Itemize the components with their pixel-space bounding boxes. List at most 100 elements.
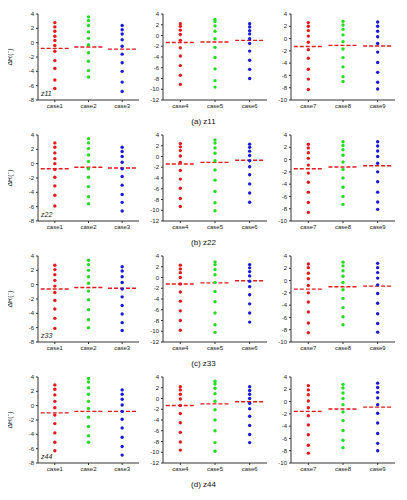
svg-text:-4: -4 (29, 431, 35, 437)
svg-text:case4: case4 (172, 466, 189, 472)
svg-text:0: 0 (31, 403, 35, 409)
svg-text:0: 0 (284, 36, 288, 42)
svg-text:-10: -10 (278, 97, 287, 103)
svg-text:-4: -4 (29, 310, 35, 316)
svg-text:-4: -4 (282, 181, 288, 187)
svg-text:-4: -4 (154, 417, 160, 423)
svg-text:case2: case2 (80, 103, 97, 109)
svg-text:-6: -6 (282, 73, 288, 79)
svg-text:case6: case6 (242, 103, 259, 109)
svg-text:case9: case9 (370, 466, 387, 472)
svg-text:0: 0 (156, 154, 160, 160)
svg-text:case8: case8 (335, 103, 352, 109)
svg-text:-2: -2 (154, 285, 160, 291)
svg-text:-8: -8 (154, 197, 160, 203)
svg-text:-6: -6 (29, 446, 35, 452)
svg-text:ΔR(°): ΔR(°) (8, 48, 14, 65)
svg-text:2: 2 (284, 265, 288, 271)
svg-text:0: 0 (284, 278, 288, 284)
svg-text:-4: -4 (154, 175, 160, 181)
svg-text:case1: case1 (47, 224, 64, 230)
svg-text:0: 0 (31, 161, 35, 167)
svg-text:-6: -6 (154, 307, 160, 313)
svg-text:-4: -4 (282, 302, 288, 308)
svg-text:-8: -8 (282, 206, 288, 212)
svg-text:case4: case4 (172, 345, 189, 351)
svg-text:-6: -6 (154, 186, 160, 192)
svg-text:case8: case8 (335, 466, 352, 472)
svg-text:-10: -10 (150, 328, 159, 334)
svg-text:-10: -10 (150, 449, 159, 455)
svg-text:case5: case5 (207, 466, 224, 472)
svg-text:-2: -2 (282, 290, 288, 296)
svg-text:-6: -6 (282, 315, 288, 321)
svg-text:2: 2 (284, 23, 288, 29)
svg-text:case8: case8 (335, 224, 352, 230)
svg-text:4: 4 (156, 374, 160, 380)
svg-text:2: 2 (284, 386, 288, 392)
svg-text:0: 0 (31, 282, 35, 288)
svg-text:-4: -4 (282, 423, 288, 429)
svg-text:-2: -2 (29, 54, 35, 60)
svg-text:case7: case7 (300, 345, 317, 351)
svg-text:2: 2 (284, 144, 288, 150)
svg-text:4: 4 (156, 253, 160, 259)
svg-text:-8: -8 (282, 448, 288, 454)
svg-text:-10: -10 (150, 86, 159, 92)
svg-text:4: 4 (156, 11, 160, 17)
svg-text:case5: case5 (207, 224, 224, 230)
svg-text:-8: -8 (29, 97, 35, 103)
svg-text:-2: -2 (154, 164, 160, 170)
svg-text:-6: -6 (29, 325, 35, 331)
svg-text:case2: case2 (80, 345, 97, 351)
svg-text:case3: case3 (114, 103, 131, 109)
svg-text:4: 4 (31, 253, 35, 259)
svg-text:-2: -2 (282, 48, 288, 54)
svg-text:-2: -2 (29, 175, 35, 181)
svg-text:4: 4 (284, 11, 288, 17)
svg-text:2: 2 (31, 146, 35, 152)
svg-text:-2: -2 (282, 411, 288, 417)
svg-text:-2: -2 (282, 169, 288, 175)
svg-text:0: 0 (156, 275, 160, 281)
svg-text:case1: case1 (47, 466, 64, 472)
svg-text:case5: case5 (207, 345, 224, 351)
svg-text:4: 4 (284, 253, 288, 259)
svg-text:case2: case2 (80, 466, 97, 472)
svg-text:-4: -4 (154, 296, 160, 302)
svg-text:0: 0 (284, 157, 288, 163)
svg-text:-8: -8 (154, 318, 160, 324)
svg-text:case9: case9 (370, 345, 387, 351)
svg-text:4: 4 (31, 132, 35, 138)
svg-text:2: 2 (31, 267, 35, 273)
svg-text:-12: -12 (150, 97, 159, 103)
svg-text:case3: case3 (114, 466, 131, 472)
svg-text:case7: case7 (300, 103, 317, 109)
svg-text:ΔR(°): ΔR(°) (8, 290, 14, 307)
svg-text:-6: -6 (154, 65, 160, 71)
svg-text:case7: case7 (300, 466, 317, 472)
svg-text:-2: -2 (29, 296, 35, 302)
svg-text:4: 4 (284, 132, 288, 138)
svg-text:4: 4 (31, 11, 35, 17)
svg-text:2: 2 (156, 264, 160, 270)
svg-text:-4: -4 (29, 68, 35, 74)
svg-text:ΔR(°): ΔR(°) (8, 169, 14, 186)
svg-text:case6: case6 (242, 466, 259, 472)
svg-text:-8: -8 (154, 76, 160, 82)
svg-text:-8: -8 (282, 85, 288, 91)
svg-text:2: 2 (31, 388, 35, 394)
svg-text:-8: -8 (154, 439, 160, 445)
svg-text:4: 4 (31, 374, 35, 380)
svg-text:-6: -6 (282, 194, 288, 200)
svg-text:case8: case8 (335, 345, 352, 351)
svg-text:case6: case6 (242, 345, 259, 351)
svg-text:-4: -4 (154, 54, 160, 60)
svg-text:-2: -2 (154, 406, 160, 412)
svg-text:case9: case9 (370, 224, 387, 230)
svg-text:4: 4 (284, 374, 288, 380)
svg-text:2: 2 (156, 22, 160, 28)
svg-text:0: 0 (156, 33, 160, 39)
svg-text:case4: case4 (172, 103, 189, 109)
svg-text:2: 2 (156, 143, 160, 149)
